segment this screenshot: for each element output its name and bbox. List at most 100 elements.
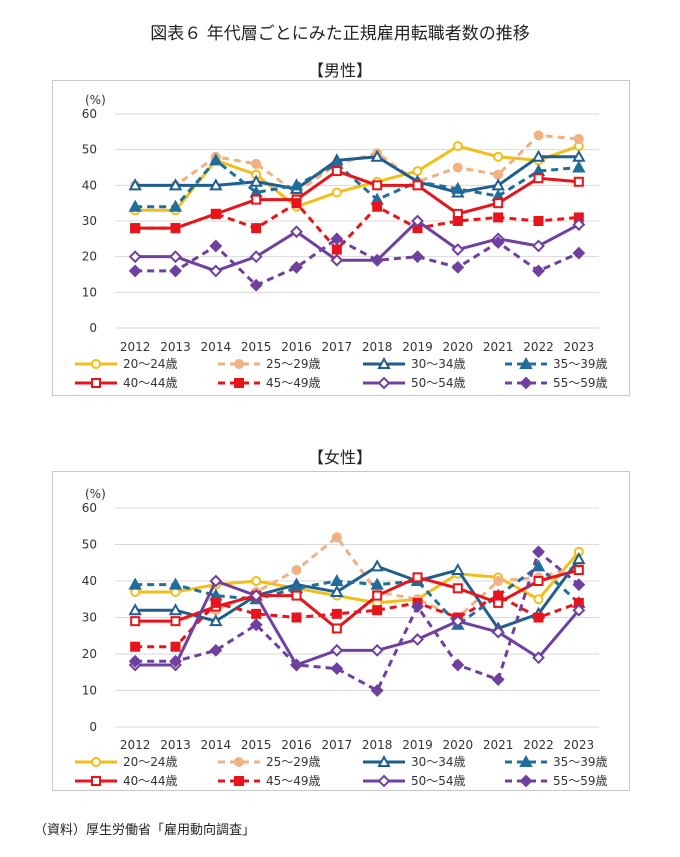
- data-point: [533, 576, 544, 586]
- data-point: [532, 651, 545, 665]
- legend-marker: [519, 754, 533, 767]
- legend-label: 20～24歳: [123, 357, 178, 371]
- series-5: [130, 166, 584, 234]
- y-tick-label: 40: [82, 178, 97, 192]
- data-point: [128, 178, 142, 191]
- data-point: [572, 578, 586, 592]
- data-point: [289, 178, 304, 191]
- data-point: [412, 572, 423, 583]
- data-point: [372, 605, 383, 616]
- series-8: [128, 232, 586, 292]
- x-tick-label: 2017: [322, 340, 353, 354]
- data-point: [130, 641, 141, 652]
- series-7: [128, 214, 586, 278]
- data-point: [493, 212, 504, 223]
- legend-label: 25～29歳: [266, 357, 321, 371]
- series-line: [135, 579, 580, 667]
- data-point: [251, 158, 262, 169]
- legend-item: 25～29歳: [218, 755, 321, 769]
- legend-label: 40～44歳: [123, 774, 178, 788]
- data-point: [331, 244, 342, 255]
- data-point: [170, 223, 181, 234]
- data-point: [372, 590, 383, 601]
- x-tick-label: 2014: [201, 738, 232, 752]
- legend-marker: [234, 776, 244, 786]
- data-point: [330, 253, 344, 267]
- data-point: [290, 260, 303, 274]
- data-point: [451, 181, 465, 194]
- data-point: [452, 162, 463, 173]
- data-point: [533, 216, 544, 226]
- data-point: [532, 264, 545, 278]
- y-unit-label: (%): [85, 93, 106, 107]
- data-point: [532, 239, 545, 253]
- x-tick-label: 2012: [120, 738, 151, 752]
- data-point: [331, 166, 342, 177]
- data-point: [331, 623, 342, 634]
- data-point: [572, 603, 586, 617]
- x-tick-label: 2015: [241, 738, 272, 752]
- y-tick-label: 60: [82, 501, 97, 515]
- y-tick-label: 10: [82, 285, 97, 299]
- data-point: [572, 149, 586, 162]
- data-point: [533, 594, 544, 605]
- data-point: [209, 614, 223, 627]
- x-tick-label: 2013: [160, 340, 191, 354]
- legend-label: 55～59歳: [553, 774, 608, 788]
- data-point: [370, 577, 384, 590]
- x-tick-label: 2015: [241, 340, 272, 354]
- data-point: [331, 532, 342, 543]
- data-point: [209, 643, 223, 657]
- legend-item: 40～44歳: [75, 376, 178, 390]
- data-point: [128, 199, 142, 212]
- data-point: [209, 264, 223, 278]
- legend-marker: [519, 376, 533, 390]
- data-point: [572, 218, 586, 231]
- female-panel-title: 【女性】: [307, 448, 372, 467]
- data-point: [249, 250, 263, 264]
- data-point: [451, 562, 465, 576]
- legend-marker: [377, 774, 391, 788]
- x-tick-label: 2021: [483, 340, 514, 354]
- data-point: [168, 199, 183, 212]
- x-tick-label: 2023: [564, 738, 595, 752]
- data-point: [533, 130, 544, 141]
- legend-label: 30～34歳: [411, 755, 466, 769]
- data-point: [451, 658, 465, 672]
- x-tick-label: 2020: [443, 738, 474, 752]
- x-tick-label: 2017: [322, 738, 353, 752]
- x-tick-label: 2014: [201, 340, 232, 354]
- data-point: [169, 250, 182, 264]
- data-point: [493, 169, 504, 180]
- data-point: [168, 577, 183, 590]
- data-point: [330, 573, 344, 586]
- data-point: [372, 201, 383, 212]
- x-tick-label: 2016: [281, 738, 312, 752]
- data-point: [572, 552, 586, 565]
- male-panel-title: 【男性】: [307, 61, 372, 80]
- series-line: [135, 558, 581, 630]
- legend-marker: [91, 757, 101, 767]
- legend-label: 35～39歳: [553, 357, 608, 371]
- data-point: [411, 632, 424, 646]
- data-point: [533, 173, 544, 184]
- data-point: [493, 198, 504, 209]
- legend-marker: [377, 754, 391, 767]
- x-tick-label: 2018: [362, 738, 393, 752]
- legend-item: 30～34歳: [363, 754, 466, 769]
- data-point: [411, 600, 424, 613]
- series-6: [130, 198, 584, 255]
- female-chart: (%) 0 10 20 30 40 50 60 2012 2013 2014 2015 2016 2017…: [52, 471, 630, 791]
- male-chart-svg: (%) 0 10 20 30 40 50 60 2012 2013 2014 2015 2016 2017…: [75, 93, 608, 390]
- data-point: [209, 153, 223, 166]
- data-point: [128, 250, 142, 264]
- x-tick-label: 2022: [523, 738, 554, 752]
- data-point: [209, 178, 223, 191]
- series-line: [135, 201, 579, 252]
- series-line: [135, 144, 580, 212]
- series-line: [135, 550, 580, 692]
- legend-marker: [519, 774, 533, 788]
- data-point: [128, 577, 142, 590]
- data-point: [572, 160, 586, 173]
- series-line: [135, 155, 579, 194]
